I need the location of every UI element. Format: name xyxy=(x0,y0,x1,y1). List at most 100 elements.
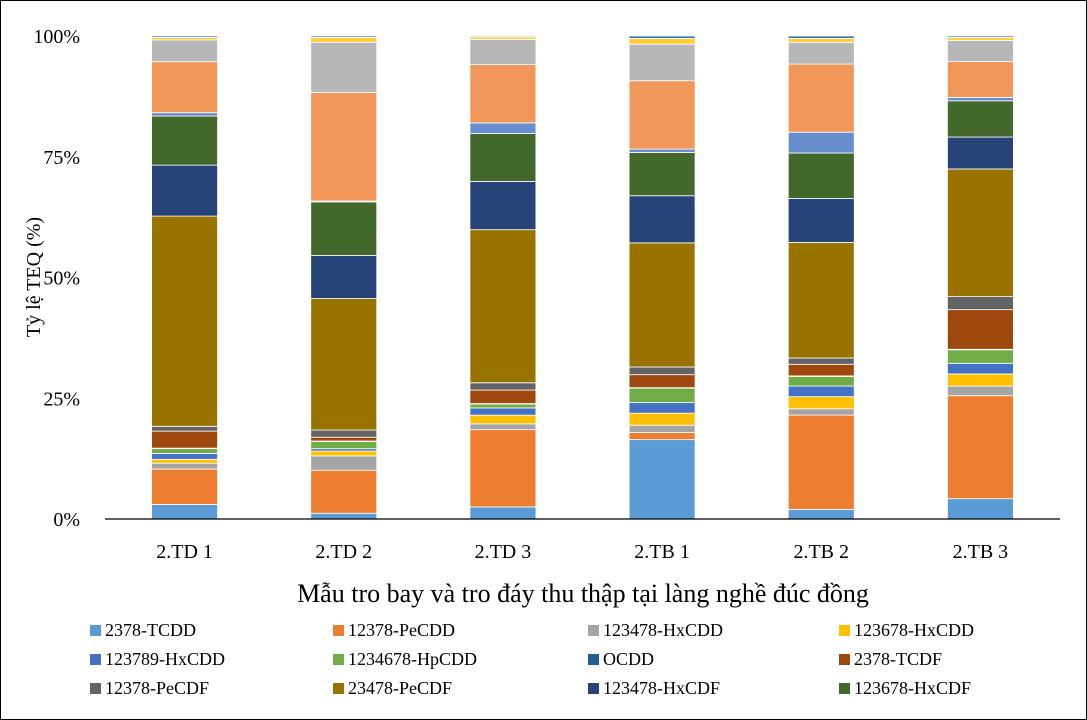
bar-segment xyxy=(628,402,696,414)
legend-label: 123478-HxCDD xyxy=(603,620,723,640)
bar-segment xyxy=(947,385,1014,397)
bars-group xyxy=(151,35,1014,520)
bar-segment xyxy=(310,37,378,43)
bar-segment xyxy=(787,38,855,43)
bar-segment xyxy=(787,385,855,398)
x-tick-label: 2.TB 2 xyxy=(793,541,849,563)
legend-swatch xyxy=(333,654,344,665)
bar-stack xyxy=(787,35,855,520)
bar-segment xyxy=(947,97,1014,102)
bar-segment xyxy=(310,429,378,438)
legend-label: 123678-HxCDD xyxy=(854,620,974,640)
bar-segment xyxy=(469,506,537,520)
bar-segment xyxy=(947,309,1014,350)
bar-segment xyxy=(151,462,218,470)
legend-label: 2378-TCDD xyxy=(105,620,196,640)
legend-item: 123789-HxCDD xyxy=(90,649,225,669)
bar-segment xyxy=(151,115,218,166)
bar-segment xyxy=(787,198,855,243)
bar-segment xyxy=(628,366,696,376)
bar-segment xyxy=(310,436,378,442)
bar-segment xyxy=(151,164,218,217)
bar-segment xyxy=(787,35,855,39)
bar-segment xyxy=(787,131,855,154)
bar-segment xyxy=(787,63,855,133)
legend-label: 23478-PeCDF xyxy=(348,678,452,698)
bar-segment xyxy=(787,396,855,410)
bar-segment xyxy=(151,453,218,460)
legend-swatch xyxy=(839,683,850,694)
legend-swatch xyxy=(839,625,850,636)
bar-segment xyxy=(469,35,537,38)
bar-segment xyxy=(469,180,537,231)
legend-swatch xyxy=(333,683,344,694)
bar-segment xyxy=(947,498,1014,520)
legend-item: 1234678-HpCDD xyxy=(333,649,477,669)
bar-segment xyxy=(628,374,696,389)
bar-segment xyxy=(787,242,855,359)
bar-stack xyxy=(947,35,1014,520)
bar-segment xyxy=(469,229,537,384)
bar-segment xyxy=(469,429,537,508)
bar-segment xyxy=(947,395,1014,500)
legend-swatch xyxy=(90,683,101,694)
legend-item: 23478-PeCDF xyxy=(333,678,452,698)
legend-item: 12378-PeCDF xyxy=(90,678,209,698)
x-tick-label: 2.TB 1 xyxy=(634,541,690,563)
legend-swatch xyxy=(588,683,599,694)
bar-segment xyxy=(628,80,696,150)
bar-segment xyxy=(469,38,537,65)
bar-stack xyxy=(469,35,537,520)
bar-segment xyxy=(947,136,1014,170)
bar-segment xyxy=(151,61,218,114)
legend-label: 123789-HxCDD xyxy=(105,649,225,669)
bar-segment xyxy=(310,450,378,457)
legend-swatch xyxy=(90,654,101,665)
legend-swatch xyxy=(839,654,850,665)
legend-label: 2378-TCDF xyxy=(854,649,942,669)
bar-segment xyxy=(310,41,378,93)
bar-segment xyxy=(628,412,696,426)
bar-segment xyxy=(947,100,1014,138)
y-tick-label: 75% xyxy=(43,147,80,169)
bar-segment xyxy=(151,39,218,63)
bar-segment xyxy=(947,296,1014,311)
bar-segment xyxy=(469,64,537,124)
legend-swatch xyxy=(90,625,101,636)
bar-segment xyxy=(787,357,855,365)
legend-swatch xyxy=(333,625,344,636)
x-tick-label: 2.TD 2 xyxy=(315,541,372,563)
bar-segment xyxy=(628,439,696,520)
legend-swatch xyxy=(588,625,599,636)
bar-segment xyxy=(469,403,537,409)
legend-item: 2378-TCDD xyxy=(90,620,196,640)
legend-item: 12378-PeCDD xyxy=(333,620,455,640)
x-tick-label: 2.TB 3 xyxy=(953,541,1009,563)
bar-segment xyxy=(628,195,696,244)
legend-label: 123678-HxCDF xyxy=(854,678,971,698)
bar-segment xyxy=(310,298,378,431)
bar-segment xyxy=(151,35,218,38)
x-axis-title: Mẫu tro bay và tro đáy thu thập tại làng… xyxy=(297,579,869,608)
bar-segment xyxy=(628,387,696,403)
bar-stack xyxy=(628,35,696,520)
bar-stack xyxy=(310,35,378,520)
bar-segment xyxy=(628,38,696,45)
bar-segment xyxy=(310,92,378,202)
bar-segment xyxy=(947,39,1014,63)
bar-segment xyxy=(628,242,696,368)
y-tick-label: 100% xyxy=(33,26,80,48)
bar-segment xyxy=(469,389,537,404)
bar-segment xyxy=(310,201,378,256)
bar-segment xyxy=(151,468,218,505)
bar-segment xyxy=(151,112,218,117)
bar-segment xyxy=(151,504,218,520)
legend-item: 2378-TCDF xyxy=(839,649,942,669)
legend-label: 12378-PeCDD xyxy=(348,620,455,640)
bar-segment xyxy=(151,448,218,454)
x-tick-label: 2.TD 3 xyxy=(475,541,532,563)
bar-segment xyxy=(787,408,855,416)
legend-label: OCDD xyxy=(603,649,654,669)
bar-segment xyxy=(787,508,855,520)
y-tick-label: 50% xyxy=(43,268,80,290)
